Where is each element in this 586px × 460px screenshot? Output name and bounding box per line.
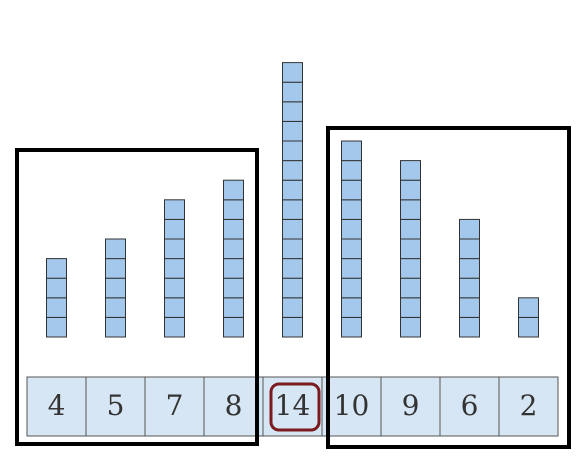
cell-value: 4 — [48, 389, 66, 422]
unit-block — [341, 297, 362, 318]
unit-block — [282, 316, 303, 338]
unit-block — [282, 258, 303, 279]
unit-block — [400, 316, 421, 338]
unit-block — [46, 316, 67, 338]
unit-block — [400, 297, 421, 318]
unit-block — [282, 101, 303, 122]
unit-block — [223, 238, 244, 260]
array-cells: 4 5 7 8 14 10 9 6 2 — [26, 376, 559, 437]
unit-block — [282, 218, 303, 240]
cell-value: 5 — [107, 389, 125, 422]
unit-block — [282, 238, 303, 260]
unit-block — [341, 218, 362, 240]
unit-block — [459, 277, 480, 299]
unit-block — [46, 297, 67, 318]
cell-value: 9 — [402, 389, 420, 422]
block-stack — [341, 140, 362, 338]
array-cell — [498, 376, 559, 437]
unit-block — [400, 179, 421, 201]
array-cell — [439, 376, 500, 437]
unit-block — [282, 179, 303, 201]
unit-block — [223, 277, 244, 299]
unit-block — [282, 81, 303, 103]
array-cell — [26, 376, 87, 437]
array-cell — [380, 376, 441, 437]
unit-block — [400, 199, 421, 220]
unit-block — [459, 258, 480, 279]
unit-block — [282, 140, 303, 162]
unit-block — [282, 277, 303, 299]
unit-block — [459, 218, 480, 240]
unit-block — [341, 316, 362, 338]
unit-block — [400, 238, 421, 260]
unit-block — [105, 297, 126, 318]
unit-block — [341, 258, 362, 279]
unit-block — [105, 277, 126, 299]
block-stack — [400, 160, 421, 338]
unit-block — [400, 218, 421, 240]
pivot-highlight — [269, 382, 321, 432]
left-partition-box — [15, 148, 259, 446]
unit-block — [341, 160, 362, 181]
cell-value: 2 — [520, 389, 538, 422]
unit-block — [46, 277, 67, 299]
unit-block — [400, 160, 421, 181]
unit-block — [223, 258, 244, 279]
unit-block — [105, 258, 126, 279]
unit-block — [164, 199, 185, 220]
unit-block — [105, 316, 126, 338]
array-cell — [85, 376, 146, 437]
unit-block — [223, 316, 244, 338]
unit-block — [282, 160, 303, 181]
unit-block — [341, 199, 362, 220]
unit-block — [341, 238, 362, 260]
unit-block — [164, 218, 185, 240]
unit-block — [282, 199, 303, 220]
cell-value: 6 — [461, 389, 479, 422]
unit-block — [518, 297, 539, 318]
unit-block — [282, 62, 303, 83]
unit-block — [459, 316, 480, 338]
cell-value: 7 — [166, 389, 184, 422]
unit-block — [223, 179, 244, 201]
unit-block — [46, 258, 67, 279]
unit-block — [282, 120, 303, 142]
unit-block — [459, 297, 480, 318]
block-stack — [46, 258, 67, 338]
block-stack — [105, 238, 126, 338]
unit-block — [164, 297, 185, 318]
unit-block — [223, 218, 244, 240]
block-stack — [518, 297, 539, 338]
block-stack — [459, 218, 480, 338]
unit-block — [223, 297, 244, 318]
unit-block — [223, 199, 244, 220]
unit-block — [459, 238, 480, 260]
cell-value: 14 — [275, 389, 311, 422]
unit-block — [282, 297, 303, 318]
unit-block — [518, 316, 539, 338]
array-cell — [321, 376, 382, 437]
block-stack — [164, 199, 185, 338]
right-partition-box — [326, 126, 571, 449]
block-stack — [282, 62, 303, 338]
unit-block — [164, 277, 185, 299]
unit-block — [164, 258, 185, 279]
block-stacks — [46, 62, 539, 338]
array-cell — [144, 376, 205, 437]
unit-block — [164, 316, 185, 338]
unit-block — [164, 238, 185, 260]
unit-block — [400, 258, 421, 279]
unit-block — [341, 277, 362, 299]
unit-block — [341, 179, 362, 201]
cell-value: 8 — [225, 389, 243, 422]
cell-value: 10 — [334, 389, 370, 422]
block-stack — [223, 179, 244, 338]
unit-block — [341, 140, 362, 162]
unit-block — [105, 238, 126, 260]
unit-block — [400, 277, 421, 299]
